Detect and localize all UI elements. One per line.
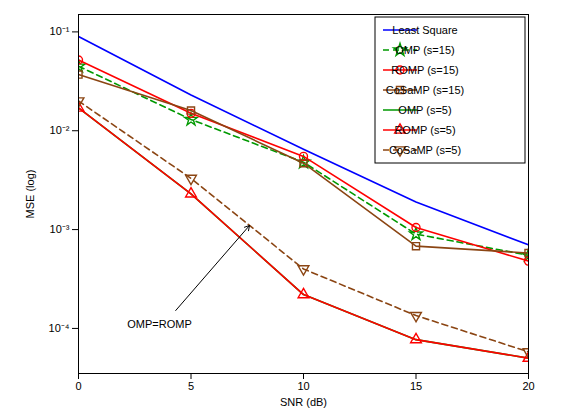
svg-text:10⁻⁴: 10⁻⁴: [49, 322, 70, 334]
svg-text:10⁻¹: 10⁻¹: [50, 25, 70, 37]
svg-text:10⁻³: 10⁻³: [50, 223, 70, 235]
svg-text:ROMP (s=15): ROMP (s=15): [391, 64, 458, 76]
svg-text:10⁻²: 10⁻²: [50, 124, 70, 136]
svg-text:MSE (log): MSE (log): [24, 170, 36, 219]
svg-text:SNR (dB): SNR (dB): [280, 396, 327, 408]
svg-text:15: 15: [410, 380, 422, 392]
svg-text:CoSaMP (s=15): CoSaMP (s=15): [386, 84, 464, 96]
svg-text:ROMP (s=5): ROMP (s=5): [394, 124, 455, 136]
svg-text:5: 5: [188, 380, 194, 392]
svg-text:OMP (s=15): OMP (s=15): [395, 44, 454, 56]
svg-text:0: 0: [75, 380, 81, 392]
svg-text:OMP=ROMP: OMP=ROMP: [127, 318, 191, 330]
svg-text:Least Square: Least Square: [392, 24, 457, 36]
svg-text:OMP (s=5): OMP (s=5): [398, 104, 451, 116]
svg-text:CoSaMP (s=5): CoSaMP (s=5): [389, 144, 461, 156]
svg-text:10: 10: [297, 380, 309, 392]
svg-text:20: 20: [522, 380, 534, 392]
